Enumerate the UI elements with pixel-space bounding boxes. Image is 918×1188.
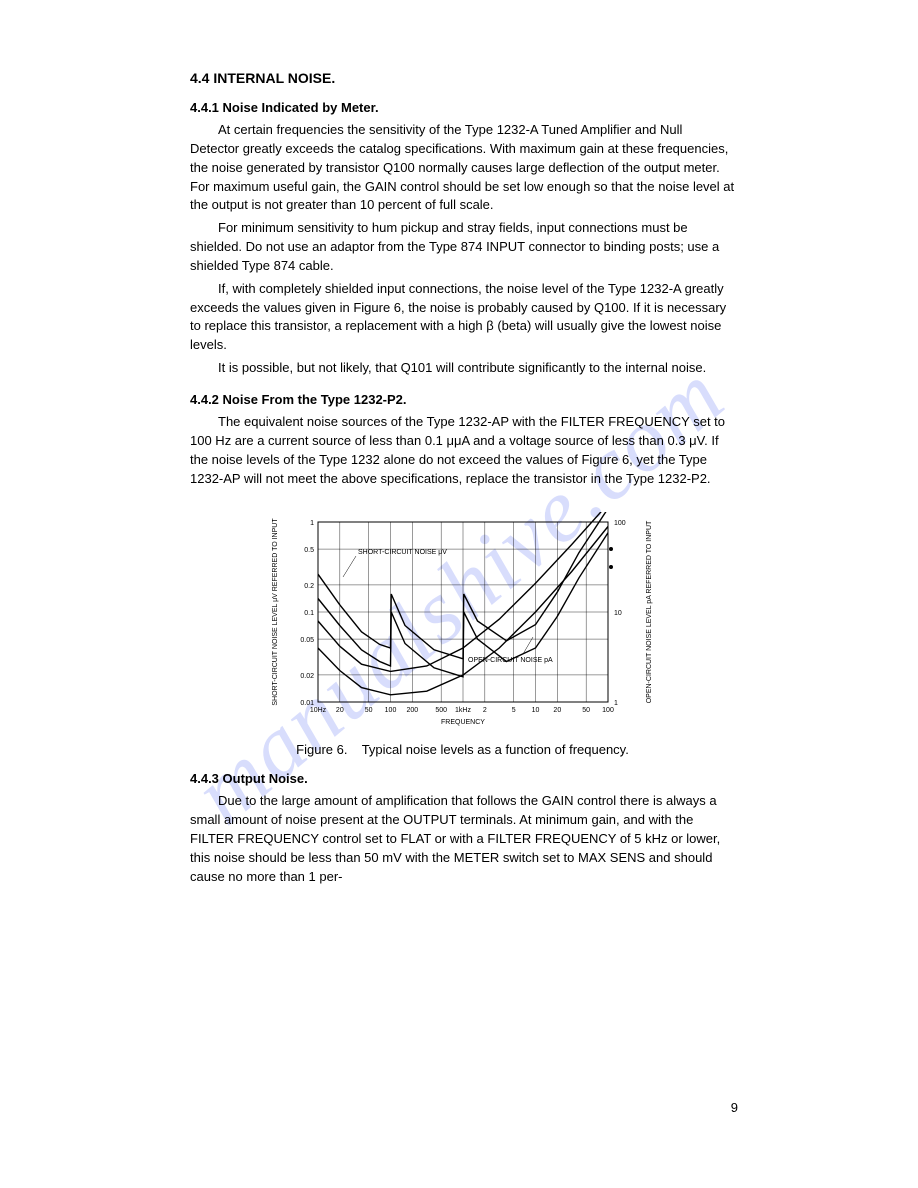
svg-text:500: 500: [435, 707, 447, 714]
heading-4-4-1: 4.4.1 Noise Indicated by Meter.: [190, 100, 735, 115]
svg-text:10Hz: 10Hz: [309, 707, 326, 714]
para-441-4: It is possible, but not likely, that Q10…: [190, 359, 735, 378]
page-number: 9: [731, 1100, 738, 1115]
svg-text:20: 20: [553, 707, 561, 714]
svg-text:200: 200: [406, 707, 418, 714]
svg-text:100: 100: [614, 520, 626, 527]
para-443-1: Due to the large amount of amplification…: [190, 792, 735, 886]
svg-text:OPEN-CIRCUIT NOISE pA: OPEN-CIRCUIT NOISE pA: [468, 657, 553, 664]
page-content: 4.4 INTERNAL NOISE. 4.4.1 Noise Indicate…: [190, 70, 735, 891]
figure-6-caption-prefix: Figure 6.: [296, 742, 347, 757]
svg-text:0.1: 0.1: [304, 610, 314, 617]
svg-text:20: 20: [335, 707, 343, 714]
heading-4-4-2: 4.4.2 Noise From the Type 1232-P2.: [190, 392, 735, 407]
svg-text:0.02: 0.02: [300, 673, 314, 680]
svg-text:0.01: 0.01: [300, 700, 314, 707]
para-441-2: For minimum sensitivity to hum pickup an…: [190, 219, 735, 276]
svg-text:SHORT-CIRCUIT NOISE LEVEL μV R: SHORT-CIRCUIT NOISE LEVEL μV REFERRED TO…: [272, 518, 279, 706]
svg-text:0.2: 0.2: [304, 583, 314, 590]
heading-4-4: 4.4 INTERNAL NOISE.: [190, 70, 735, 86]
svg-text:5: 5: [511, 707, 515, 714]
figure-6-caption-text: Typical noise levels as a function of fr…: [362, 742, 629, 757]
svg-text:50: 50: [582, 707, 590, 714]
figure-6-caption: Figure 6. Typical noise levels as a func…: [263, 742, 663, 757]
svg-text:10: 10: [531, 707, 539, 714]
svg-text:0.5: 0.5: [304, 547, 314, 554]
svg-text:2: 2: [482, 707, 486, 714]
svg-text:1: 1: [614, 700, 618, 707]
figure-6: 10Hz 20 50 100 200 500 1kHz 2 5 10 20 50 100 FREQUENC…: [263, 512, 663, 757]
svg-text:OPEN-CIRCUIT NOISE LEVEL pA RE: OPEN-CIRCUIT NOISE LEVEL pA REFERRED TO …: [646, 520, 653, 703]
svg-text:1: 1: [310, 520, 314, 527]
heading-4-4-3: 4.4.3 Output Noise.: [190, 771, 735, 786]
figure-6-chart: 10Hz 20 50 100 200 500 1kHz 2 5 10 20 50 100 FREQUENC…: [263, 512, 663, 732]
para-442-1: The equivalent noise sources of the Type…: [190, 413, 735, 488]
svg-text:100: 100: [384, 707, 396, 714]
para-441-3: If, with completely shielded input conne…: [190, 280, 735, 355]
svg-text:1kHz: 1kHz: [455, 707, 471, 714]
svg-text:50: 50: [364, 707, 372, 714]
svg-text:FREQUENCY: FREQUENCY: [441, 719, 485, 726]
svg-text:100: 100: [602, 707, 614, 714]
svg-text:10: 10: [614, 610, 622, 617]
svg-text:0.05: 0.05: [300, 637, 314, 644]
para-441-1: At certain frequencies the sensitivity o…: [190, 121, 735, 215]
svg-text:SHORT-CIRCUIT NOISE μV: SHORT-CIRCUIT NOISE μV: [358, 549, 447, 556]
